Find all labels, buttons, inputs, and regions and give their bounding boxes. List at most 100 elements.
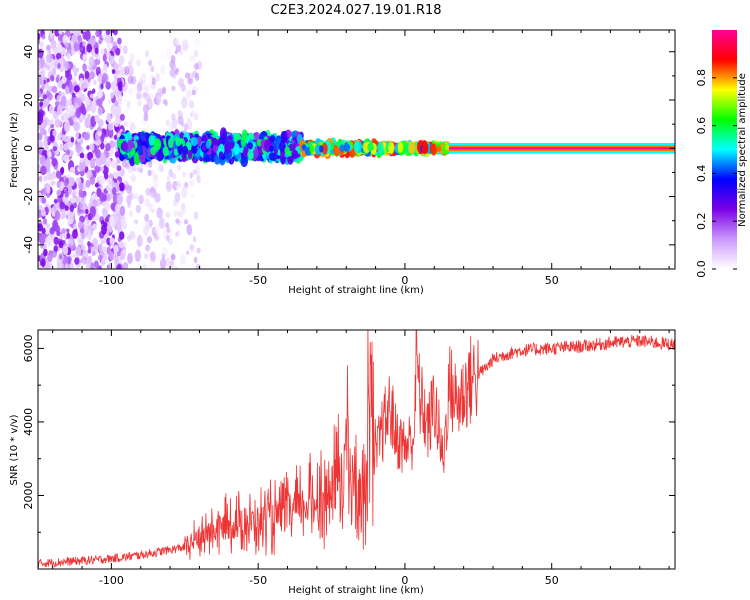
spectrogram-cell [53,198,58,204]
spectrogram-cell [55,52,62,60]
spectrogram-cell [61,228,66,234]
spectrogram-cell [123,241,127,247]
spectrogram-cell [75,143,82,153]
figure-title: C2E3.2024.027.19.01.R18 [270,3,441,18]
spectrogram-cell [66,232,71,239]
spectrogram-cell [444,144,450,151]
spectrogram-cell [181,39,189,51]
spectrogram-cell [173,209,178,218]
spectrogram-cell [75,107,81,119]
spectrogram-cell [100,132,106,140]
spectrogram-cell [153,232,158,240]
spectrogram-cell [86,145,90,150]
spectrogram-cell [57,62,61,69]
spectrogram-cell [48,174,54,181]
spectrogram-cell [171,118,178,129]
spectrogram-cell [50,39,57,50]
spectrogram-cell [157,253,162,262]
spectrogram-cell [49,134,55,142]
spectrogram-cell [114,204,121,213]
spectrogram-cell [97,73,104,83]
spectrogram-cell [229,141,235,149]
spectrogram-cell [148,160,153,168]
spectrogram-cell [247,150,254,160]
spectrogram-cell [52,129,57,138]
spectrogram-cell [42,119,47,129]
spectrogram-cell [118,182,125,192]
spectrogram-cell [56,95,61,103]
spectrogram-cell [80,157,84,163]
spectrogram-cell [147,169,152,177]
spectrogram-cell [165,257,171,267]
spectrogram-cell [116,221,122,232]
spectrogram-cell [191,89,196,96]
spectrogram-cell [142,92,147,98]
spectrogram-cell [41,34,46,40]
spectrogram-cell [74,257,80,265]
spectrogram-cell [61,76,67,84]
spectrogram-cell [179,132,185,140]
spectrogram-cell [38,75,43,86]
spectrogram-cell [65,108,71,116]
colorbar-tick-label: 0.4 [695,165,708,183]
colorbar: 0.0 0.2 0.4 0.6 0.8 Normalized spectral ampl… [695,30,748,278]
spectrogram-cell [47,50,51,56]
spectrogram-cell [55,224,60,234]
spectrogram-x-tick-label: 0 [401,274,408,287]
spectrogram-cell [78,182,84,191]
spectrogram-cell [90,37,96,46]
spectrogram-cell [63,187,68,193]
spectrogram-x-tick-label: 50 [545,274,559,287]
spectrogram-y-tick-label: -20 [22,188,35,206]
spectrogram-cell [49,119,54,125]
spectrogram-cell [115,185,120,193]
spectrogram-cell [112,187,117,196]
spectrogram-cell [73,121,80,132]
spectrogram-cell [136,92,142,100]
spectrogram-cell [49,31,54,39]
spectrogram-cell [98,254,103,261]
spectrogram-cell [137,100,142,106]
spectrogram-cell [87,241,91,247]
spectrogram-cell [116,165,122,172]
spectrogram-cell [149,251,156,262]
spectrogram-cell [54,119,61,128]
spectrogram-cell [87,255,93,265]
snr-panel: -100 -50 0 50 2000 4000 6000 Height of straigh… [9,329,676,596]
colorbar-label: Normalized spectral amplitude [737,73,748,227]
spectrogram-cell [93,79,97,86]
spectrogram-cell [191,109,196,116]
spectrogram-cell [68,177,75,187]
spectrogram-cell [115,47,121,56]
spectrogram-cell [279,140,286,153]
spectrogram-cell [106,193,111,202]
colorbar-tick-label: 0.2 [695,212,708,230]
spectrogram-cell [59,143,64,151]
spectrogram-cell [120,168,125,177]
spectrogram-cell [171,173,177,180]
spectrogram-cell [64,41,69,49]
spectrogram-cell [105,81,111,90]
spectrogram-cell [149,192,154,199]
spectrogram-cell [70,240,74,246]
spectrogram-y-tick-label: 0 [22,145,35,152]
spectrogram-cell [143,112,149,122]
spectrogram-cell [114,216,119,223]
snr-frame [37,329,676,570]
spectrogram-cell [182,209,186,215]
spectrogram-cell [194,62,199,70]
spectrogram-cell [40,165,47,176]
spectrogram-cell [105,143,111,152]
spectrogram-cell [82,40,86,47]
spectrogram-cell [103,48,108,55]
spectrogram-cell [42,218,48,225]
spectrogram-cell [288,143,295,152]
spectrogram-cell [353,141,360,153]
spectrogram-cell [97,119,104,128]
spectrogram-cell [88,56,95,68]
spectrogram-cell [70,137,75,143]
spectrogram-cell [183,123,188,132]
spectrogram-cell [49,227,55,235]
spectrogram-cell [82,31,87,40]
spectrogram-cell [95,148,101,159]
